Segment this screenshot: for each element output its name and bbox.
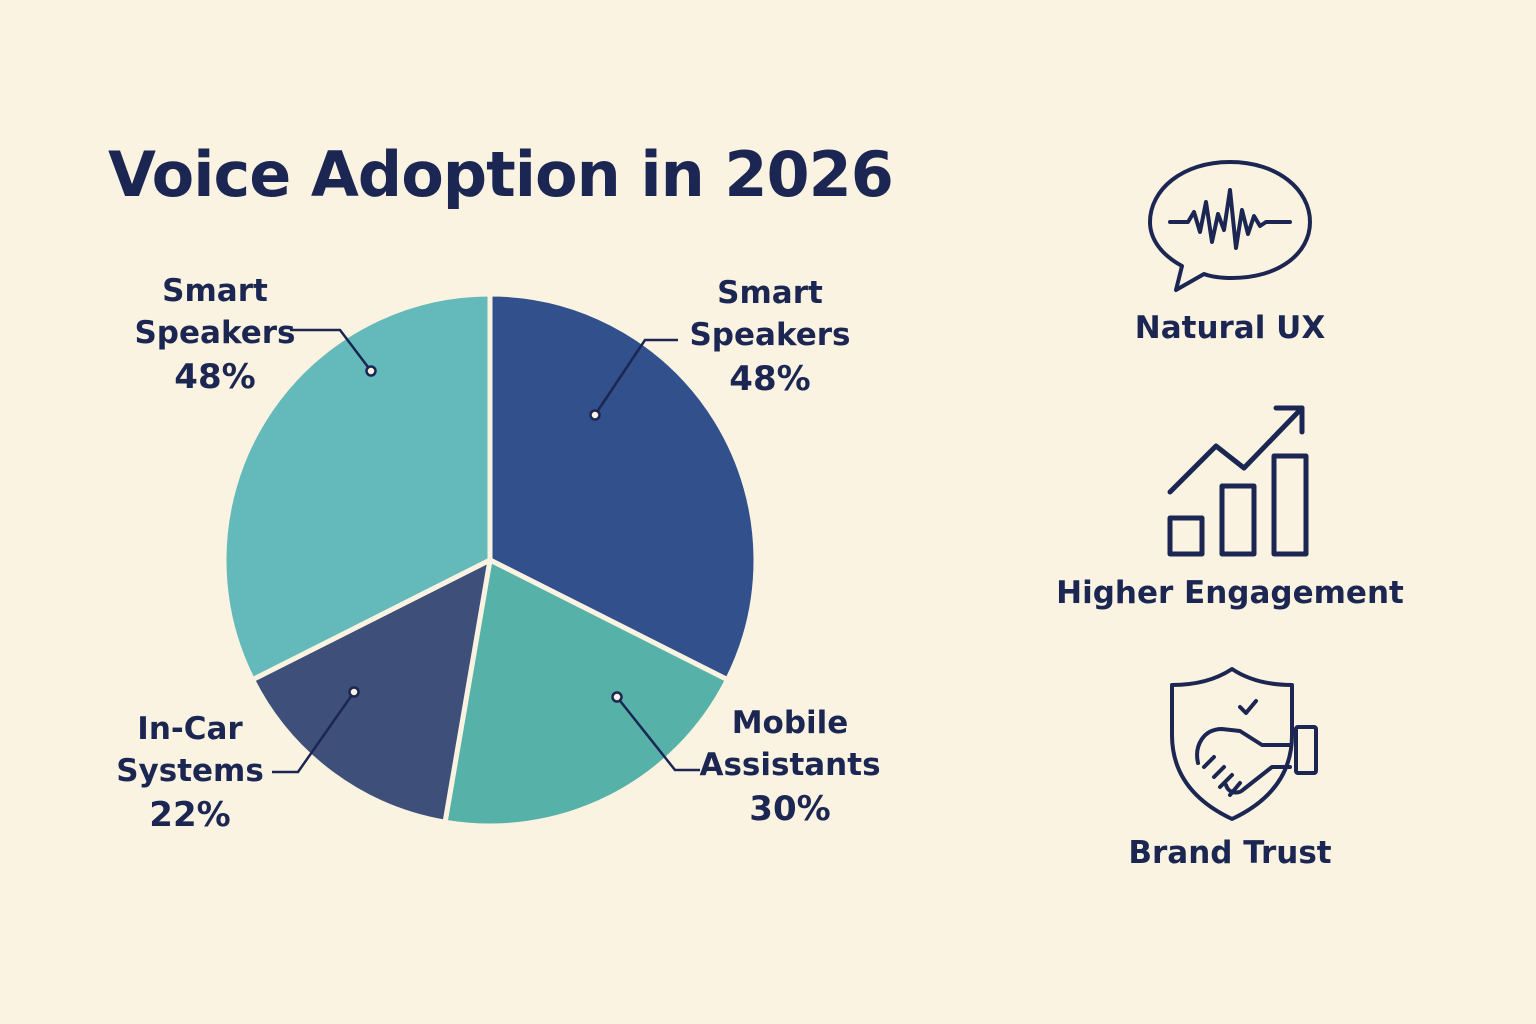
speech-bubble-waveform-icon [1148,160,1312,292]
leader-line-smart-speakers-left [290,328,372,372]
leader-line-incar [272,691,356,774]
slice-label-smart-speakers-left: Smart Speakers 48% [134,273,296,397]
leader-dot-smart-speakers-left [365,365,377,377]
page-title: Voice Adoption in 2026 [108,138,894,211]
pie-slice-mobile-assistants-1 [442,557,731,829]
shield-handshake-icon [1170,667,1318,821]
pie-chart [221,291,759,829]
leader-dot-mobile [611,691,623,703]
benefit-brand-trust: Brand Trust [1040,665,1420,871]
leader-lines [272,328,700,774]
pie-slices [221,291,759,829]
benefit-natural-ux: Natural UX [1040,150,1420,346]
growth-chart-arrow-icon [1167,405,1309,557]
leader-line-smart-speakers-right [593,338,678,416]
benefit-higher-engagement: Higher Engagement [1040,400,1420,611]
leader-dot-incar [348,686,360,698]
slice-label-incar: In-Car Systems 22% [116,711,264,835]
pie-slice-smart-speakers-3 [221,291,493,683]
leader-line-mobile [616,696,700,772]
slice-label-mobile: Mobile Assistants 30% [699,705,881,829]
benefit-label: Natural UX [1134,310,1326,346]
pie-slice-in-car-systems-2 [249,557,493,825]
benefit-label: Brand Trust [1128,835,1332,871]
benefit-label: Higher Engagement [1056,575,1404,611]
leader-dot-smart-speakers-right [589,409,601,421]
slice-label-smart-speakers-right: Smart Speakers 48% [689,275,851,399]
pie-slice-smart-speakers-0 [487,291,759,683]
